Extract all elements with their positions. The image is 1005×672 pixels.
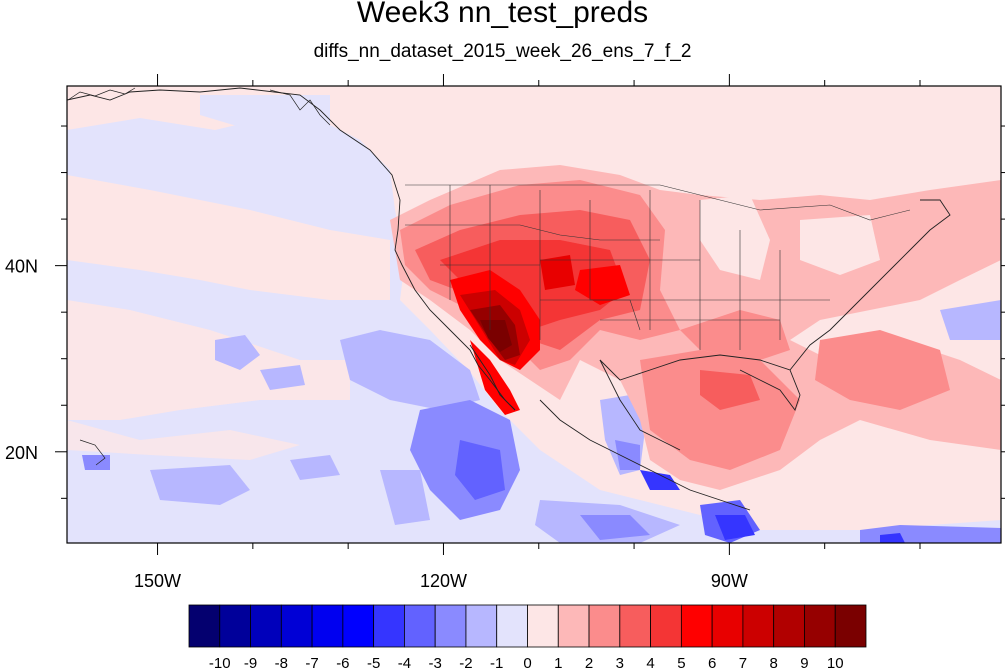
colorbar-swatch (650, 604, 682, 648)
colorbar-swatch (588, 604, 621, 648)
map-area (67, 86, 1001, 543)
colorbar-label: 5 (677, 655, 685, 672)
colorbar-label: 6 (708, 655, 716, 672)
colorbar-label: -3 (429, 655, 442, 672)
colorbar-swatch (373, 604, 405, 648)
colorbar-label: 2 (585, 655, 593, 672)
colorbar-swatch (188, 604, 221, 648)
colorbar-swatch (680, 604, 713, 648)
map-frame (66, 85, 1002, 544)
colorbar-labels: -10 -9 -8 -7 -6 -5 -4 -3 -2 -1 0 1 2 3 4 5 6 7 8 9 10 (209, 655, 844, 672)
colorbar-label: -4 (398, 655, 411, 672)
mexico-pacific-coast (539, 399, 751, 511)
axis-tick-labels: 150W 120W 90W 40N 20N (5, 257, 748, 591)
state-borders (405, 184, 911, 350)
colorbar-label: -10 (209, 655, 231, 672)
chart-subtitle: diffs_nn_dataset_2015_week_26_ens_7_f_2 (313, 41, 692, 62)
colorbar-swatch (465, 604, 498, 648)
lat-tick-label: 40N (5, 257, 38, 277)
colorbar-label: 3 (616, 655, 624, 672)
colorbar-swatch (434, 604, 467, 648)
colorbar-label: -9 (244, 655, 257, 672)
mexico-gulf-coast (599, 359, 681, 451)
colorbar-swatch (311, 604, 344, 648)
colorbar-label: -1 (490, 655, 503, 672)
colorbar-swatch (219, 604, 251, 648)
colorbar-label: -2 (459, 655, 472, 672)
colorbar (188, 604, 867, 648)
alaska-islands (67, 87, 331, 466)
colorbar-label: 9 (800, 655, 808, 672)
atlantic-coast (789, 199, 951, 371)
colorbar-label: 1 (554, 655, 562, 672)
lat-tick-label: 20N (5, 443, 38, 463)
colorbar-label: -6 (336, 655, 349, 672)
negative-anomaly-regions (67, 86, 1001, 543)
colorbar-swatch (834, 604, 867, 648)
colorbar-label: 0 (523, 655, 531, 672)
colorbar-label: -8 (275, 655, 288, 672)
baja-coast (469, 344, 516, 411)
colorbar-swatch (496, 604, 528, 648)
colorbar-swatch (773, 604, 805, 648)
coastlines (67, 87, 951, 511)
lon-tick-label: 120W (420, 571, 467, 591)
colorbar-swatch (742, 604, 775, 648)
pacific-coastline (67, 87, 516, 411)
colorbar-swatch (557, 604, 590, 648)
colorbar-label: 8 (770, 655, 778, 672)
colorbar-swatch (404, 604, 436, 648)
chart-title: Week3 nn_test_preds (356, 0, 649, 29)
positive-anomaly-regions (390, 165, 1001, 490)
axis-ticks (55, 74, 1005, 555)
colorbar-swatch (250, 604, 282, 648)
colorbar-label: 10 (827, 655, 844, 672)
colorbar-swatch (804, 604, 836, 648)
colorbar-swatch (527, 604, 559, 648)
gulf-coast (599, 354, 801, 411)
colorbar-swatch (711, 604, 744, 648)
lon-tick-label: 150W (134, 571, 181, 591)
colorbar-swatch (619, 604, 651, 648)
colorbar-label: -7 (305, 655, 318, 672)
colorbar-label: -5 (367, 655, 380, 672)
lon-tick-label: 90W (711, 571, 748, 591)
colorbar-label: 4 (646, 655, 654, 672)
colorbar-swatch (280, 604, 313, 648)
colorbar-swatch (342, 604, 375, 648)
colorbar-label: 7 (739, 655, 747, 672)
